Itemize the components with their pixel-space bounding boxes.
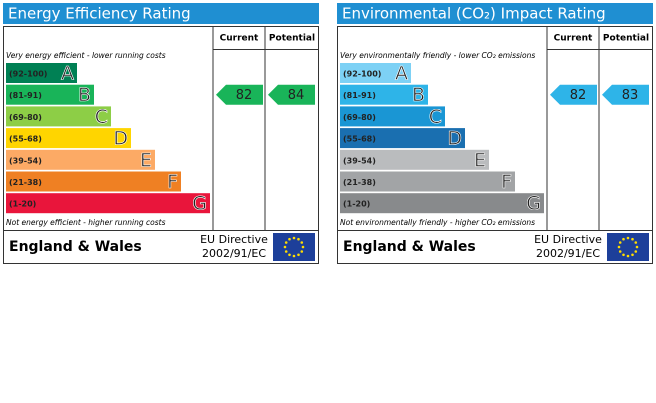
panel-title: Environmental (CO₂) Impact Rating xyxy=(342,5,606,23)
eu-star xyxy=(300,241,304,244)
eu-star xyxy=(618,250,622,253)
band-letter: D xyxy=(113,128,128,150)
eu-star xyxy=(284,250,288,253)
rating-band xyxy=(340,149,489,170)
eu-star xyxy=(626,236,630,240)
footer-region: England & Wales xyxy=(9,239,142,255)
band-range: (55-68) xyxy=(343,135,376,144)
band-letter: A xyxy=(61,63,74,85)
rating-band xyxy=(6,84,94,105)
band-range: (55-68) xyxy=(9,135,42,144)
rating-band xyxy=(340,128,465,149)
eu-star xyxy=(300,250,304,253)
band-letter: F xyxy=(167,171,178,193)
rating-band xyxy=(6,171,181,192)
eu-star xyxy=(634,241,638,244)
rating-panel: Environmental (CO₂) Impact Rating Current… xyxy=(337,3,653,264)
rating-value: 82 xyxy=(236,88,253,103)
rating-arrow xyxy=(216,84,263,105)
eu-star xyxy=(617,245,621,249)
footer-directive: 2002/91/EC xyxy=(202,247,266,260)
footer-directive: EU Directive xyxy=(200,233,268,246)
eu-star xyxy=(297,253,300,257)
column-header: Current xyxy=(554,34,593,44)
rating-band xyxy=(6,106,111,127)
footer-region: England & Wales xyxy=(343,239,476,255)
rating-band xyxy=(6,149,155,170)
rating-arrow xyxy=(268,84,315,105)
panel-title: Energy Efficiency Rating xyxy=(8,5,191,23)
band-range: (92-100) xyxy=(9,70,47,79)
rating-arrow xyxy=(602,84,649,105)
title-bar xyxy=(337,3,653,24)
band-letter: C xyxy=(95,106,108,128)
band-range: (69-80) xyxy=(343,113,376,122)
column-header: Potential xyxy=(603,34,649,44)
band-letter: G xyxy=(192,193,207,215)
rating-band xyxy=(6,128,131,149)
band-letter: E xyxy=(140,149,152,171)
eu-star xyxy=(297,237,300,241)
rating-panel: Energy Efficiency Rating Current Potential… xyxy=(3,3,319,264)
bottom-note: Not energy efficient - higher running co… xyxy=(6,218,166,227)
band-range: (92-100) xyxy=(343,70,381,79)
top-note: Very environmentally friendly - lower CO… xyxy=(340,51,535,60)
eu-star xyxy=(301,245,305,249)
eu-star xyxy=(288,237,291,241)
footer-directive: EU Directive xyxy=(534,233,602,246)
panel-frame xyxy=(337,26,653,264)
rating-value: 83 xyxy=(622,88,639,103)
rating-band xyxy=(6,193,210,214)
band-range: (21-38) xyxy=(9,178,42,187)
band-range: (69-80) xyxy=(9,113,42,122)
band-range: (81-91) xyxy=(9,91,42,100)
eu-star xyxy=(618,241,622,244)
eu-star xyxy=(626,254,630,258)
eu-star xyxy=(622,253,625,257)
eu-star xyxy=(288,253,291,257)
eu-star xyxy=(622,237,625,241)
rating-band xyxy=(340,193,544,214)
rating-band xyxy=(340,84,428,105)
top-note: Very energy efficient - lower running co… xyxy=(6,51,166,60)
band-letter: F xyxy=(501,171,512,193)
rating-band xyxy=(340,106,445,127)
band-letter: B xyxy=(412,84,425,106)
rating-band xyxy=(340,63,411,83)
band-range: (39-54) xyxy=(9,156,42,165)
rating-arrow xyxy=(550,84,597,105)
eu-star xyxy=(284,241,288,244)
bottom-note: Not environmentally friendly - higher CO… xyxy=(340,218,535,227)
eu-star xyxy=(631,253,634,257)
band-range: (1-20) xyxy=(343,200,370,209)
rating-value: 82 xyxy=(570,88,587,103)
band-range: (39-54) xyxy=(343,156,376,165)
band-range: (81-91) xyxy=(343,91,376,100)
panel-frame xyxy=(3,26,319,264)
band-letter: A xyxy=(395,63,408,85)
rating-value: 84 xyxy=(288,88,305,103)
eu-star xyxy=(631,237,634,241)
band-letter: G xyxy=(526,193,541,215)
band-letter: C xyxy=(429,106,442,128)
title-bar xyxy=(3,3,319,24)
column-header: Current xyxy=(220,34,259,44)
eu-star xyxy=(292,254,296,258)
footer-directive: 2002/91/EC xyxy=(536,247,600,260)
column-header: Potential xyxy=(269,34,315,44)
band-range: (21-38) xyxy=(343,178,376,187)
band-range: (1-20) xyxy=(9,200,36,209)
eu-star xyxy=(292,236,296,240)
band-letter: D xyxy=(447,128,462,150)
rating-band xyxy=(6,63,77,83)
band-letter: E xyxy=(474,149,486,171)
eu-star xyxy=(283,245,287,249)
band-letter: B xyxy=(78,84,91,106)
eu-star xyxy=(634,250,638,253)
eu-star xyxy=(635,245,639,249)
rating-band xyxy=(340,171,515,192)
